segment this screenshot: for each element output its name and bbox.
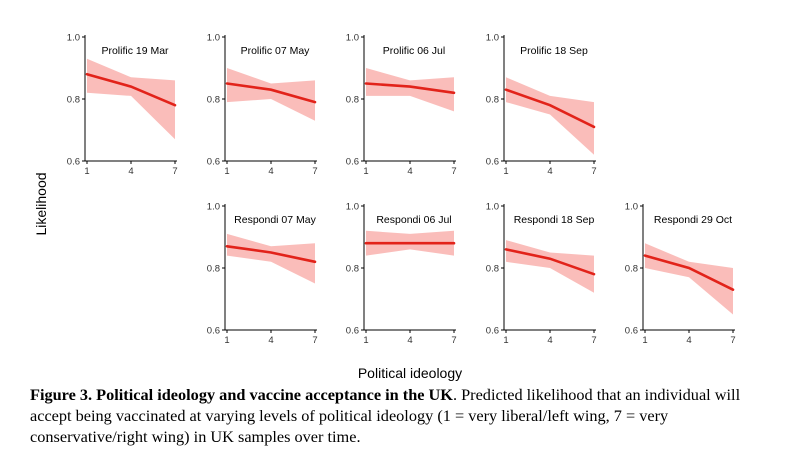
y-tick-label: 0.6: [346, 156, 359, 167]
caption-text: . Predicted likelihood that an individua…: [30, 385, 741, 446]
y-tick-label: 1.0: [486, 201, 499, 212]
panel-title: Respondi 06 Jul: [376, 214, 451, 226]
x-tick-label: 1: [642, 335, 647, 346]
confidence-band: [87, 58, 175, 140]
panel-5: 0.6 0.8 1.0 1 4 7 Respondi 06 Jul: [346, 201, 457, 346]
y-tick-label: 0.8: [207, 263, 220, 274]
x-tick-label: 1: [503, 166, 508, 177]
x-tick-label: 7: [312, 335, 317, 346]
x-tick-label: 4: [547, 166, 552, 177]
fit-line: [225, 82, 317, 104]
x-tick-label: 4: [268, 335, 273, 346]
panel-3: 0.6 0.8 1.0 1 4 7 Prolific 18 Sep: [486, 32, 597, 177]
x-tick-label: 7: [730, 335, 735, 346]
confidence-band: [227, 68, 315, 121]
y-tick-label: 0.8: [625, 263, 638, 274]
confidence-band: [366, 68, 454, 112]
y-tick-label: 1.0: [67, 32, 80, 43]
y-tick-label: 0.8: [207, 94, 220, 105]
x-tick-label: 7: [451, 335, 456, 346]
panel-6: 0.6 0.8 1.0 1 4 7 Respondi 18 Sep: [486, 201, 597, 346]
panel-title: Prolific 07 May: [241, 45, 311, 57]
x-axis-title: Political ideology: [358, 365, 462, 381]
y-tick-label: 0.6: [625, 325, 638, 336]
fit-line: [504, 248, 596, 276]
fit-line: [504, 88, 596, 129]
confidence-band: [506, 77, 594, 155]
panel-title: Respondi 29 Oct: [654, 214, 732, 226]
panel-title: Respondi 18 Sep: [514, 214, 595, 226]
y-tick-label: 1.0: [346, 32, 359, 43]
y-tick-label: 1.0: [486, 32, 499, 43]
caption-bold: Figure 3. Political ideology and vaccine…: [30, 385, 453, 404]
y-tick-label: 0.8: [67, 94, 80, 105]
y-tick-label: 1.0: [207, 201, 220, 212]
x-tick-label: 4: [268, 166, 273, 177]
fit-line: [225, 245, 317, 264]
x-tick-label: 1: [84, 166, 89, 177]
panel-title: Prolific 19 Mar: [101, 45, 169, 57]
fit-line: [85, 72, 177, 107]
y-tick-label: 0.6: [67, 156, 80, 167]
x-tick-label: 7: [451, 166, 456, 177]
confidence-band: [227, 233, 315, 284]
panel-0: 0.6 0.8 1.0 1 4 7 Prolific 19 Mar: [67, 32, 178, 177]
y-tick-label: 0.6: [346, 325, 359, 336]
x-tick-label: 7: [591, 335, 596, 346]
x-tick-label: 4: [407, 166, 412, 177]
x-tick-label: 1: [363, 335, 368, 346]
x-tick-label: 1: [503, 335, 508, 346]
x-tick-label: 7: [312, 166, 317, 177]
y-tick-label: 0.8: [346, 94, 359, 105]
fit-line: [364, 82, 456, 95]
y-tick-label: 0.6: [486, 156, 499, 167]
figure-caption: Figure 3. Political ideology and vaccine…: [30, 384, 775, 447]
x-tick-label: 4: [128, 166, 133, 177]
x-tick-label: 4: [686, 335, 691, 346]
panel-title: Prolific 06 Jul: [383, 45, 445, 57]
panel-7: 0.6 0.8 1.0 1 4 7 Respondi 29 Oct: [625, 201, 736, 346]
confidence-band: [506, 240, 594, 293]
y-tick-label: 0.6: [207, 325, 220, 336]
y-tick-label: 0.8: [346, 263, 359, 274]
panel-2: 0.6 0.8 1.0 1 4 7 Prolific 06 Jul: [346, 32, 457, 177]
panel-4: 0.6 0.8 1.0 1 4 7 Respondi 07 May: [207, 201, 318, 346]
panel-title: Respondi 07 May: [234, 214, 316, 226]
panels-group: 0.6 0.8 1.0 1 4 7 Prolific 19 Mar 0.6 0.8 1.0 1 4 7 P…: [67, 32, 736, 346]
panel-1: 0.6 0.8 1.0 1 4 7 Prolific 07 May: [207, 32, 318, 177]
x-tick-label: 1: [224, 166, 229, 177]
x-tick-label: 7: [591, 166, 596, 177]
x-tick-label: 1: [363, 166, 368, 177]
x-tick-label: 7: [172, 166, 177, 177]
x-tick-label: 1: [224, 335, 229, 346]
fit-line: [643, 254, 735, 291]
y-tick-label: 0.8: [486, 263, 499, 274]
panel-title: Prolific 18 Sep: [520, 45, 588, 57]
y-axis-title: Likelihood: [33, 172, 49, 235]
y-tick-label: 0.6: [207, 156, 220, 167]
y-tick-label: 1.0: [207, 32, 220, 43]
y-tick-label: 0.8: [486, 94, 499, 105]
x-tick-label: 4: [547, 335, 552, 346]
y-tick-label: 1.0: [346, 201, 359, 212]
confidence-band: [645, 243, 733, 315]
y-tick-label: 1.0: [625, 201, 638, 212]
y-tick-label: 0.6: [486, 325, 499, 336]
x-tick-label: 4: [407, 335, 412, 346]
